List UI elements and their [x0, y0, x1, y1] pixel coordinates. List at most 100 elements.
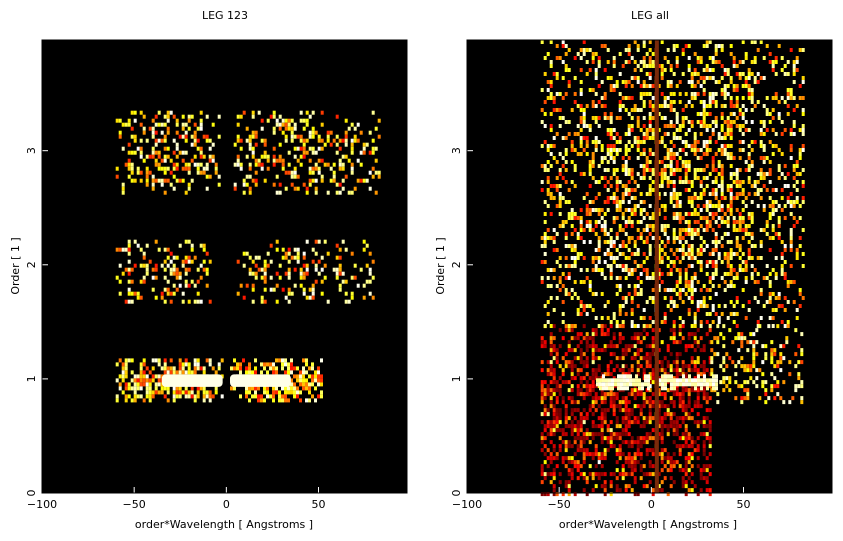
heatmap-cell [594, 444, 598, 449]
heatmap-cell [702, 204, 706, 208]
heatmap-cell [717, 252, 721, 256]
heatmap-cell [609, 396, 613, 401]
heatmap-cell [302, 382, 305, 387]
heatmap-cell [609, 268, 613, 272]
heatmap-cell [196, 366, 200, 371]
heatmap-cell [741, 268, 745, 272]
heatmap-cell [720, 148, 724, 152]
heatmap-cell [552, 156, 556, 160]
heatmap-cell [609, 128, 613, 132]
heatmap-cell [555, 188, 559, 192]
heatmap-cell [368, 130, 372, 135]
heatmap-cell [651, 404, 655, 409]
heatmap-cell [540, 360, 544, 365]
heatmap-cell [627, 440, 631, 445]
heatmap-cell [726, 204, 730, 208]
heatmap-cell [549, 440, 553, 445]
heatmap-cell [714, 268, 718, 272]
heatmap-cell [347, 190, 351, 195]
heatmap-cell [702, 152, 706, 156]
heatmap-cell [287, 251, 291, 256]
heatmap-cell [651, 236, 655, 240]
heatmap-cell [666, 176, 670, 180]
heatmap-cell [552, 324, 556, 329]
heatmap-cell [681, 124, 685, 128]
heatmap-cell [314, 374, 317, 379]
heatmap-cell [684, 176, 688, 180]
heatmap-cell [624, 224, 628, 228]
heatmap-cell [118, 382, 122, 387]
heatmap-cell [175, 386, 179, 391]
heatmap-cell [690, 228, 694, 232]
heatmap-cell [576, 464, 580, 469]
heatmap-cell [678, 100, 682, 104]
heatmap-cell [705, 224, 709, 228]
heatmap-cell [552, 472, 556, 477]
heatmap-cell [591, 116, 595, 120]
heatmap-cell [139, 150, 143, 155]
heatmap-cell [705, 312, 709, 316]
heatmap-cell [669, 196, 673, 200]
heatmap-cell [714, 168, 718, 172]
heatmap-cell [792, 96, 796, 100]
heatmap-cell [599, 378, 602, 383]
heatmap-cell [145, 394, 149, 399]
heatmap-cell [624, 220, 628, 224]
heatmap-cell [720, 164, 724, 168]
heatmap-cell [555, 248, 559, 252]
heatmap-cell [603, 324, 607, 329]
heatmap-cell [633, 352, 637, 357]
heatmap-cell [579, 428, 583, 433]
heatmap-cell [603, 420, 607, 425]
heatmap-cell [756, 256, 760, 260]
heatmap-cell [617, 374, 620, 379]
heatmap-cell [118, 358, 122, 363]
heatmap-cell [681, 368, 685, 373]
heatmap-cell [615, 460, 619, 465]
heatmap-cell [181, 126, 185, 131]
heatmap-cell [672, 400, 676, 405]
heatmap-cell [696, 204, 700, 208]
heatmap-cell [780, 132, 784, 136]
heatmap-cell [350, 275, 354, 280]
heatmap-cell [729, 280, 733, 284]
heatmap-cell [350, 138, 354, 143]
heatmap-cell [540, 40, 544, 44]
heatmap-cell [786, 200, 790, 204]
heatmap-cell [136, 146, 140, 151]
heatmap-cell [726, 156, 730, 160]
heatmap-cell [617, 382, 620, 387]
heatmap-cell [708, 40, 712, 44]
heatmap-cell [582, 472, 586, 477]
heatmap-cell [696, 56, 700, 60]
heatmap-cell [335, 134, 339, 139]
heatmap-cell [801, 48, 805, 52]
heatmap-cell [233, 366, 236, 371]
heatmap-cell [636, 436, 640, 441]
heatmap-cell [636, 420, 640, 425]
heatmap-cell [594, 196, 598, 200]
heatmap-cell [320, 394, 323, 399]
heatmap-cell [549, 60, 553, 64]
heatmap-cell [753, 244, 757, 248]
heatmap-cell [181, 291, 185, 296]
heatmap-cell [621, 244, 625, 248]
heatmap-cell [293, 283, 297, 288]
heatmap-cell [603, 220, 607, 224]
heatmap-cell [711, 240, 715, 244]
heatmap-cell [648, 372, 652, 377]
heatmap-cell [199, 366, 203, 371]
heatmap-cell [606, 208, 610, 212]
heatmap-cell [765, 128, 769, 132]
heatmap-cell [124, 370, 128, 375]
heatmap-cell [184, 130, 188, 135]
heatmap-cell [202, 386, 206, 391]
heatmap-cell [729, 248, 733, 252]
heatmap-cell [606, 152, 610, 156]
heatmap-cell [738, 256, 742, 260]
heatmap-cell [795, 164, 799, 168]
heatmap-cell [633, 468, 637, 473]
heatmap-cell [202, 267, 206, 272]
heatmap-cell [242, 110, 246, 115]
heatmap-cell [251, 370, 254, 375]
